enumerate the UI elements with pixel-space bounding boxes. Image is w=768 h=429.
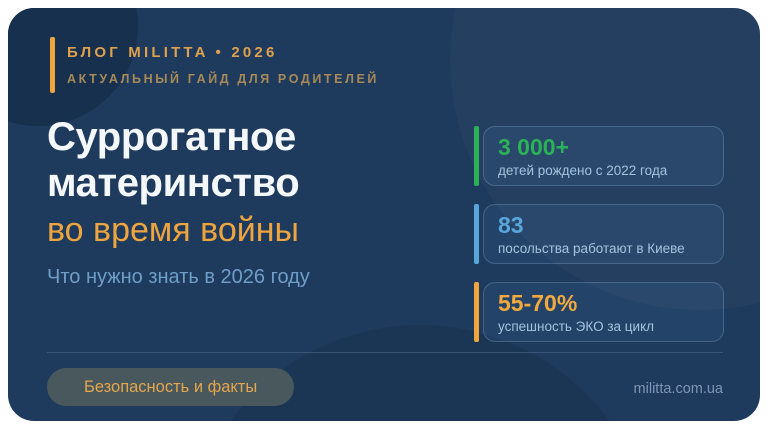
stat-value: 55-70% — [498, 290, 578, 316]
safety-facts-tag-button[interactable]: Безопасность и факты — [47, 368, 295, 406]
stat-label: детей рождено с 2022 года — [498, 163, 668, 178]
stat-value: 83 — [498, 212, 524, 238]
stat-label: успешность ЭКО за цикл — [498, 319, 655, 334]
page-title: Суррогатное материнство — [47, 114, 300, 206]
stat-value: 3 000+ — [498, 134, 569, 160]
stat-card-births: 3 000+ детей рождено с 2022 года — [474, 126, 724, 186]
page-title-line1: Суррогатное — [47, 115, 296, 159]
website-url: militta.com.ua — [633, 381, 723, 397]
kicker-accent-bar — [50, 37, 55, 93]
stat-label: посольства работают в Киеве — [498, 241, 685, 256]
stat-accent-bar — [474, 204, 479, 264]
stat-card-ivf-success: 55-70% успешность ЭКО за цикл — [474, 282, 724, 342]
page-subtitle: Что нужно знать в 2026 году — [47, 266, 310, 288]
stat-box: 83 посольства работают в Киеве — [483, 204, 724, 264]
blog-kicker: БЛОГ MILITTA • 2026 — [67, 44, 278, 61]
page-title-line2: материнство — [47, 161, 300, 205]
blog-subkicker: АКТУАЛЬНЫЙ ГАЙД ДЛЯ РОДИТЕЛЕЙ — [67, 72, 380, 86]
stat-accent-bar — [474, 282, 479, 342]
stats-column: 3 000+ детей рождено с 2022 года 83 посо… — [474, 126, 724, 342]
stat-card-embassies: 83 посольства работают в Киеве — [474, 204, 724, 264]
infographic-card: БЛОГ MILITTA • 2026 АКТУАЛЬНЫЙ ГАЙД ДЛЯ … — [8, 8, 760, 421]
stat-box: 55-70% успешность ЭКО за цикл — [483, 282, 724, 342]
stat-accent-bar — [474, 126, 479, 186]
footer-divider — [47, 352, 723, 353]
page-title-highlight: во время войны — [47, 211, 299, 249]
stat-box: 3 000+ детей рождено с 2022 года — [483, 126, 724, 186]
